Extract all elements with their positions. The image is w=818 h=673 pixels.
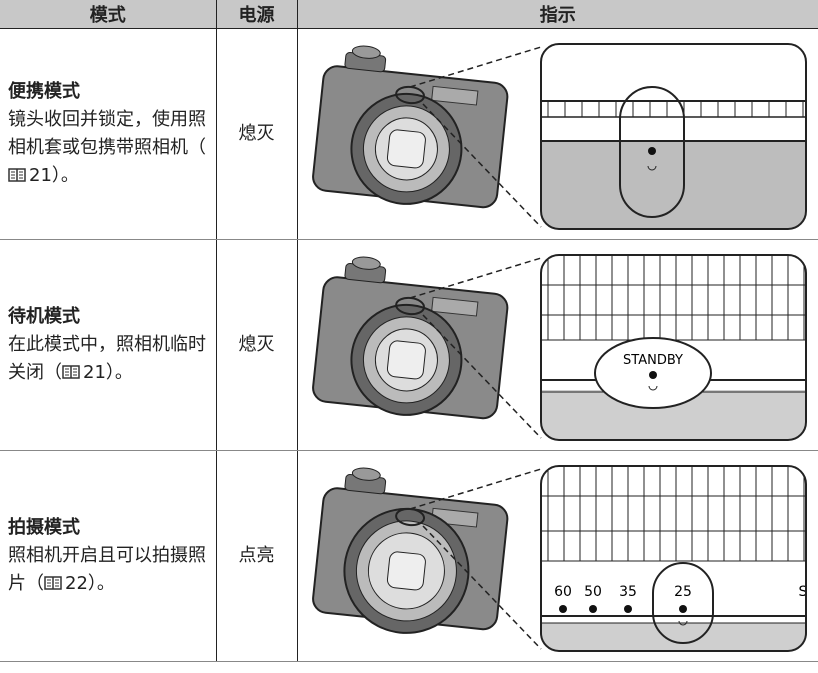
flash <box>430 296 478 317</box>
scale-label: 25 <box>674 584 692 600</box>
lamp <box>648 371 657 379</box>
standby-label: STANDBY <box>623 353 683 368</box>
mode-description: 照相机开启且可以拍摄照片（ 22）。 <box>8 545 206 594</box>
description-text: ）。 <box>87 573 115 594</box>
panel-gray <box>540 141 806 229</box>
lamp-mark <box>648 385 657 391</box>
indicator-cell <box>296 28 818 240</box>
camera <box>311 467 508 634</box>
lens-shutter <box>386 340 426 380</box>
shutter <box>351 256 381 270</box>
shutter <box>351 45 381 59</box>
panel-frame <box>539 43 807 230</box>
scale-label: 50 <box>584 584 602 600</box>
lamp <box>647 147 656 155</box>
lens-shutter <box>386 129 426 169</box>
lamp-mark <box>678 620 687 626</box>
scale-label: 35 <box>619 584 637 600</box>
mode-cell: 拍摄模式照相机开启且可以拍摄照片（ 22）。 <box>0 450 216 662</box>
camera <box>311 256 508 420</box>
panel-frame <box>539 254 807 441</box>
flash <box>430 85 478 106</box>
description-text: 在此模式中，照相机临时关闭（ <box>8 334 206 383</box>
zoom-line <box>421 525 542 650</box>
scale-label: S <box>798 584 807 600</box>
scale-dot <box>588 605 597 613</box>
mode-cell: 便携模式镜头收回并锁定，使用照相机套或包携带照相机（ 21）。 <box>0 28 216 240</box>
header-cell: 电源 <box>215 0 297 29</box>
panel-gray <box>540 623 806 651</box>
description-text: ）。 <box>105 362 133 383</box>
zoom-line <box>421 103 542 228</box>
zoom-panel: STANDBY <box>540 255 806 440</box>
indicator-oval <box>618 86 685 218</box>
book-icon <box>62 365 80 379</box>
zoom-panel: 60 50 35 25 S <box>540 466 807 651</box>
page-ref: 21 <box>29 165 52 186</box>
header-cell: 模式 <box>0 0 216 29</box>
mode-description: 在此模式中，照相机临时关闭（ 21）。 <box>8 334 206 383</box>
power-cell: 熄灭 <box>215 28 297 240</box>
page-ref: 21 <box>83 362 106 383</box>
shutter <box>351 467 381 481</box>
zoom-line <box>409 46 541 88</box>
panel-bg <box>540 466 806 651</box>
indicator-illustration: STANDBY <box>311 254 807 441</box>
zoom-line <box>409 257 541 299</box>
scale-dot <box>558 605 567 613</box>
indicator-cell: 60 50 35 25 S <box>296 450 818 662</box>
page-ref: 22 <box>65 573 88 594</box>
indicator-oval <box>651 562 714 644</box>
camera <box>311 45 508 209</box>
zoom-line <box>421 314 542 439</box>
description-text: 照相机开启且可以拍摄照片（ <box>8 545 206 594</box>
header-row: 模式 电源 指示 <box>0 0 818 29</box>
table-row: 便携模式镜头收回并锁定，使用照相机套或包携带照相机（ 21）。 熄灭 <box>0 28 818 240</box>
zoom-line <box>409 468 541 510</box>
indicator-illustration: 60 50 35 25 S <box>311 465 807 652</box>
panel-frame <box>539 465 807 652</box>
mode-title: 待机模式 <box>8 306 80 327</box>
lamp-mark <box>647 165 656 171</box>
scale-dot <box>678 605 687 613</box>
mode-cell: 待机模式在此模式中，照相机临时关闭（ 21）。 <box>0 239 216 451</box>
table-row: 拍摄模式 照相机开启且可以拍摄照片（ 22）。 点亮 60 50 35 25 S <box>0 450 818 662</box>
scale-label: 60 <box>554 584 572 600</box>
description-text: ）。 <box>51 165 79 186</box>
table-body: 便携模式 镜头收回并锁定，使用照相机套或包携带照相机（21）。 熄灭 待机模式 在此模式… <box>0 28 818 662</box>
book-icon <box>44 576 62 590</box>
scale-dot <box>623 605 632 613</box>
header-cell: 指示 <box>296 0 818 29</box>
book-icon <box>8 168 26 182</box>
indicator-cell: STANDBY <box>296 239 818 451</box>
zoom-panel <box>540 44 806 229</box>
lens-shutter <box>386 551 426 591</box>
description-text: 镜头收回并锁定，使用照相机套或包携带照相机（ <box>8 109 206 158</box>
power-cell: 熄灭 <box>215 239 297 451</box>
power-cell: 点亮 <box>215 450 297 662</box>
mode-title: 便携模式 <box>8 81 80 102</box>
mode-description: 镜头收回并锁定，使用照相机套或包携带照相机（ 21）。 <box>8 109 206 186</box>
indicator-illustration <box>311 43 807 230</box>
mode-title: 拍摄模式 <box>8 517 80 538</box>
table-row: 待机模式 在此模式中，照相机临时关闭（ 21）。 熄灭 STANDBY <box>0 239 818 451</box>
